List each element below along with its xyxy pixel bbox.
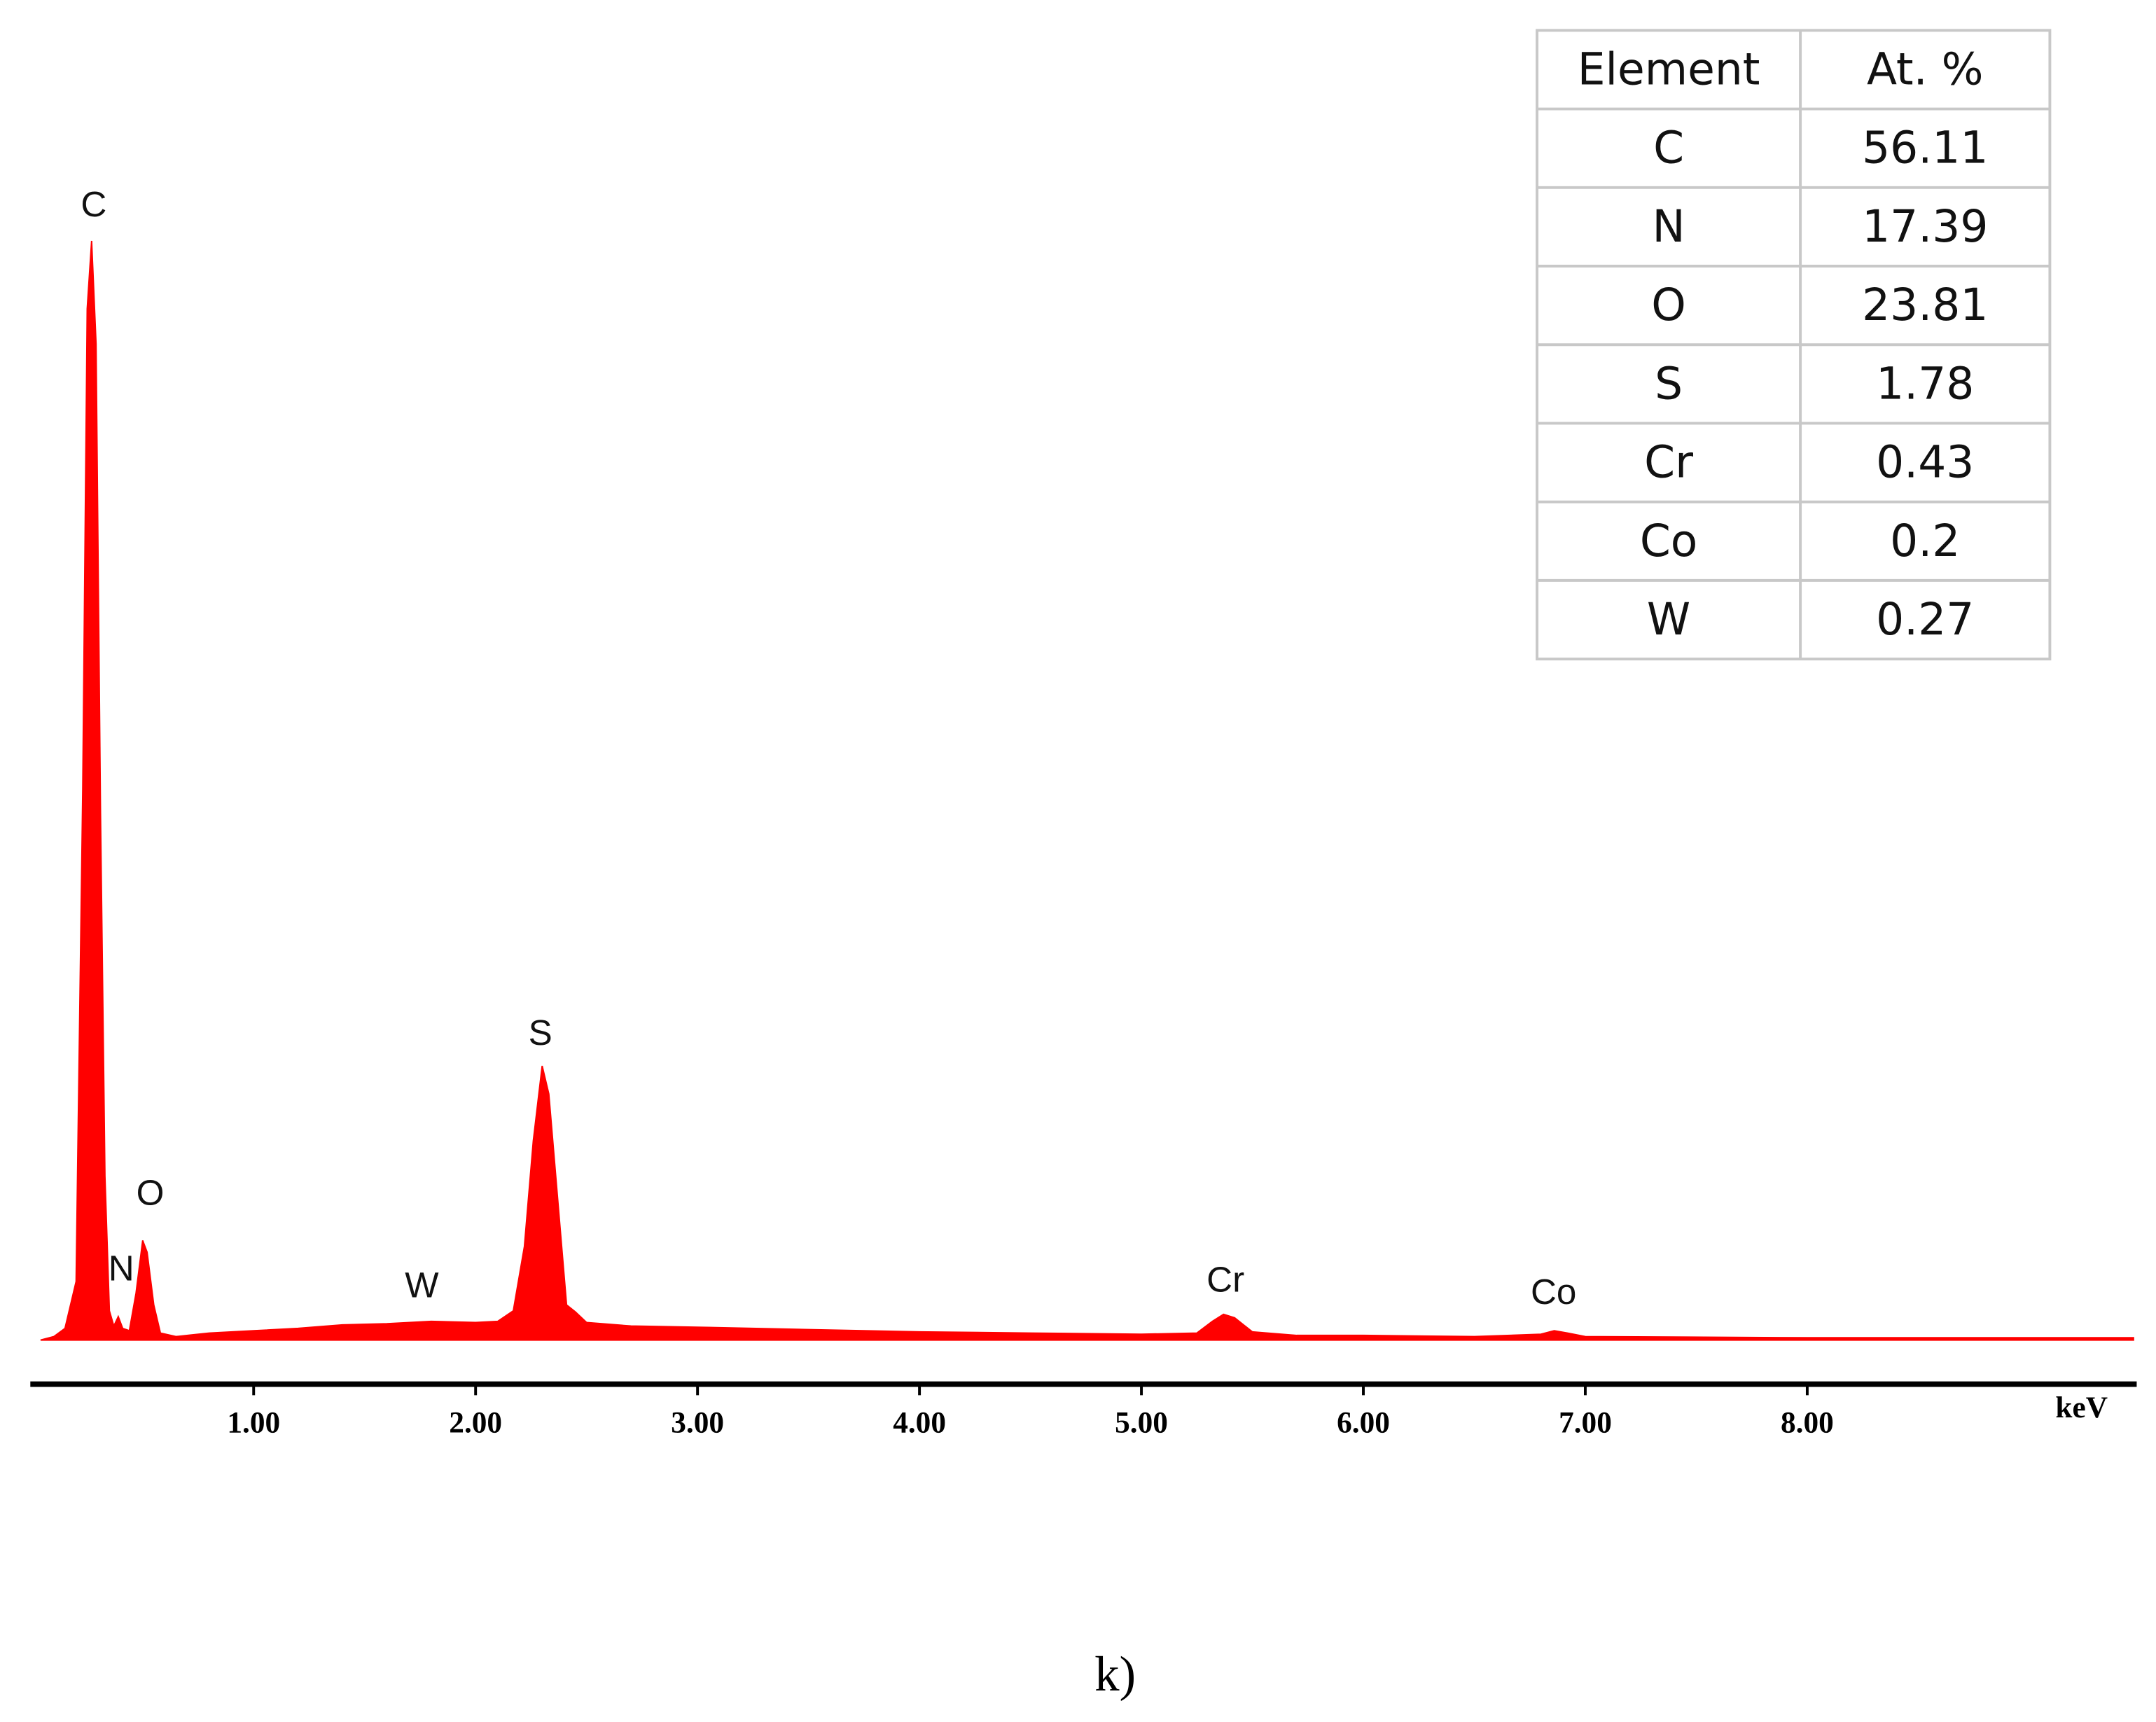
x-axis-label: keV [2055, 1391, 2108, 1424]
x-tick-label: 6.00 [1337, 1406, 1390, 1440]
table-header: Element [1578, 43, 1760, 95]
peak-label: Co [1531, 1272, 1576, 1312]
peak-label: O [137, 1172, 165, 1212]
table-cell: O [1651, 279, 1686, 331]
x-tick-label: 8.00 [1781, 1406, 1834, 1440]
table-cell: 23.81 [1862, 279, 1988, 331]
x-tick-label: 7.00 [1559, 1406, 1612, 1440]
table-cell: W [1647, 594, 1690, 645]
x-tick-label: 1.00 [227, 1406, 280, 1440]
peak-label: Cr [1206, 1259, 1244, 1299]
spectrum-area [40, 240, 2134, 1341]
table-cell: 0.2 [1890, 515, 1960, 567]
table-cell: S [1655, 358, 1683, 409]
table-cell: C [1653, 123, 1684, 174]
table-cell: 0.27 [1876, 594, 1974, 645]
peak-label: W [405, 1265, 439, 1305]
peak-label: C [81, 184, 106, 224]
peak-label: S [529, 1013, 552, 1053]
table-header: At. % [1867, 43, 1984, 95]
table-cell: 1.78 [1876, 358, 1974, 409]
x-tick-label: 3.00 [671, 1406, 724, 1440]
x-tick-label: 5.00 [1115, 1406, 1168, 1440]
table-cell: 17.39 [1862, 201, 1988, 252]
caption: k) [1094, 1647, 1136, 1702]
x-tick-label: 2.00 [449, 1406, 502, 1440]
table-cell: 56.11 [1862, 123, 1988, 174]
peak-label: N [109, 1249, 134, 1289]
table-cell: N [1653, 201, 1685, 252]
table-cell: Co [1640, 515, 1698, 567]
x-tick-label: 4.00 [893, 1406, 946, 1440]
table-cell: Cr [1644, 437, 1693, 488]
table-cell: 0.43 [1876, 437, 1974, 488]
